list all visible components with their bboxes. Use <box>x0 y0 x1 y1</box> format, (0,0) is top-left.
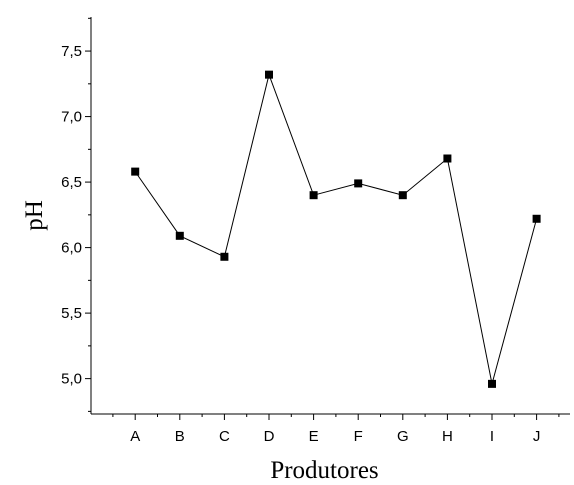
data-point-marker <box>532 214 541 223</box>
data-point-marker <box>175 231 184 240</box>
y-axis: 5,0 5,5 6,0 6,5 7,0 7,5 <box>61 17 92 414</box>
y-tick-label: 7,0 <box>61 109 82 126</box>
x-axis: A B C D E F G H I J <box>91 413 570 445</box>
y-tick-label: 6,5 <box>61 174 82 191</box>
x-tick-label: G <box>397 428 409 445</box>
y-tick-label: 6,0 <box>61 240 82 257</box>
data-point-marker <box>265 70 273 79</box>
x-tick-label: J <box>533 428 541 445</box>
data-point-marker <box>354 179 363 188</box>
x-tick-label: C <box>219 428 230 445</box>
x-tick-label: H <box>442 428 453 445</box>
x-tick-label: A <box>130 428 140 445</box>
y-tick-label: 7,5 <box>61 43 82 60</box>
data-point-marker <box>443 154 452 163</box>
y-ticks: 5,0 5,5 6,0 6,5 7,0 7,5 <box>61 17 91 412</box>
y-tick-label: 5,5 <box>61 305 82 322</box>
x-tick-label: E <box>309 428 319 445</box>
x-tick-label: F <box>354 428 363 445</box>
plot-area <box>131 70 541 388</box>
data-point-marker <box>220 252 229 261</box>
y-tick-label: 5,0 <box>61 371 82 388</box>
x-ticks: A B C D E F G H I J <box>112 414 560 445</box>
data-point-marker <box>309 191 318 200</box>
x-tick-label: D <box>264 428 275 445</box>
x-tick-label: B <box>175 428 185 445</box>
data-point-marker <box>131 167 140 176</box>
data-point-marker <box>398 191 407 200</box>
data-point-marker <box>488 379 496 388</box>
series-line <box>134 72 538 385</box>
x-tick-label: I <box>490 428 494 445</box>
x-axis-title: Produtores <box>270 457 378 484</box>
y-axis-title: pH <box>21 200 48 231</box>
